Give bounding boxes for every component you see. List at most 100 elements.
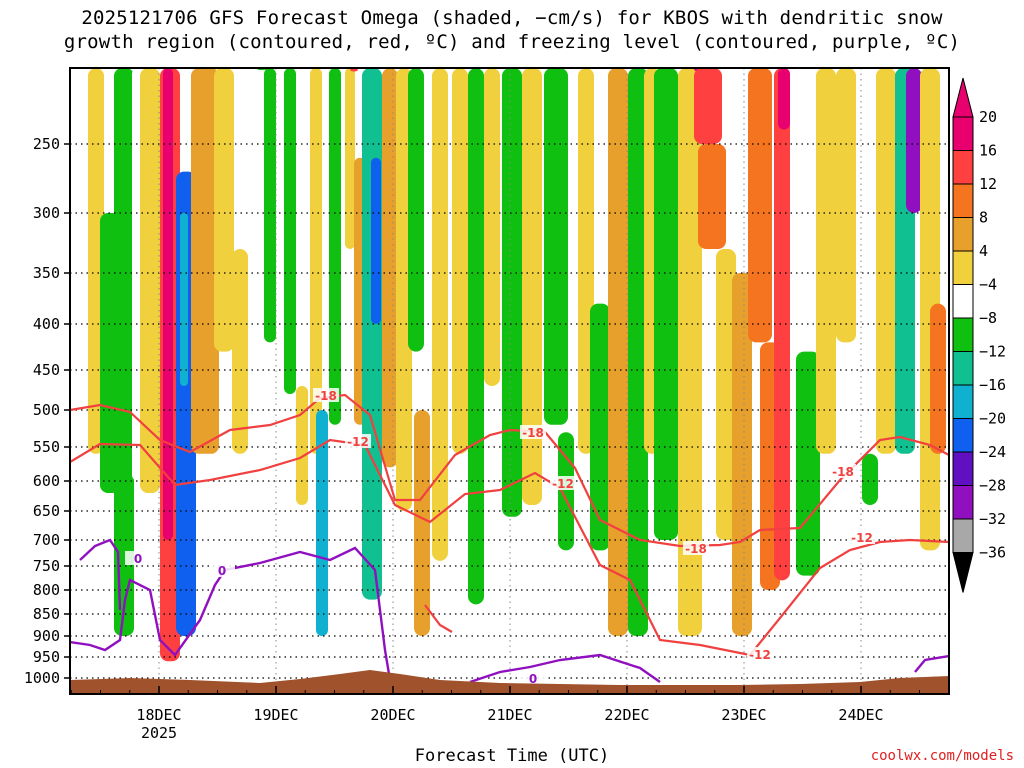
omega-band bbox=[716, 249, 736, 540]
x-tick-label: 21DEC bbox=[487, 706, 532, 724]
omega-band bbox=[371, 157, 381, 324]
contour-label-bg bbox=[849, 530, 875, 544]
omega-band bbox=[329, 68, 341, 425]
omega-band bbox=[432, 68, 448, 561]
omega-band bbox=[654, 68, 678, 540]
contours: -18 -12 -18 -12 -18 -12 -18 -12 0 0 0 bbox=[70, 388, 949, 688]
omega-band bbox=[628, 68, 648, 636]
colorbar-label: −4 bbox=[979, 276, 997, 294]
omega-band bbox=[796, 351, 820, 576]
omega-band bbox=[876, 68, 896, 454]
colorbar-segment bbox=[952, 250, 974, 285]
colorbar-segment bbox=[952, 217, 974, 252]
colorbar-segment bbox=[952, 518, 974, 553]
colorbar-label: 12 bbox=[979, 175, 997, 193]
omega-band bbox=[310, 68, 322, 454]
omega-band bbox=[502, 68, 522, 517]
y-axis: 250 300 350 400 450 500 550 600 650 700 750 800 850 9… bbox=[24, 135, 70, 687]
omega-band bbox=[232, 249, 248, 454]
omega-band bbox=[191, 68, 219, 454]
contour-label: -18 bbox=[522, 426, 544, 440]
colorbar-bottom-arrow bbox=[952, 552, 974, 593]
omega-band bbox=[608, 68, 628, 636]
y-tick-label: 750 bbox=[33, 557, 60, 575]
omega-band bbox=[836, 68, 856, 343]
omega-band bbox=[590, 303, 610, 551]
title-line-1: 2025121706 GFS Forecast Omega (shaded, −… bbox=[81, 7, 943, 29]
freezing-level-contour bbox=[914, 654, 949, 673]
omega-band bbox=[452, 68, 468, 454]
colorbar-label: −12 bbox=[979, 343, 1006, 361]
omega-band bbox=[816, 68, 836, 454]
colorbar-top-arrow bbox=[952, 77, 974, 118]
omega-band bbox=[484, 68, 500, 386]
omega-band bbox=[544, 68, 568, 425]
y-tick-label: 350 bbox=[33, 264, 60, 282]
omega-band bbox=[748, 68, 772, 343]
x-axis-label: Forecast Time (UTC) bbox=[414, 746, 610, 766]
y-tick-label: 550 bbox=[33, 438, 60, 456]
colorbar-segment bbox=[952, 284, 974, 319]
x-tick-label: 20DEC bbox=[370, 706, 415, 724]
omega-band bbox=[678, 68, 702, 636]
contour-label: -12 bbox=[347, 435, 369, 449]
contour-label-bg bbox=[520, 671, 546, 685]
colorbar-segment bbox=[952, 451, 974, 486]
omega-band bbox=[774, 68, 790, 581]
dgz-contour-minus18 bbox=[70, 393, 949, 548]
y-tick-label: 450 bbox=[33, 361, 60, 379]
y-tick-label: 650 bbox=[33, 502, 60, 520]
colorbar-segment bbox=[952, 183, 974, 218]
credit-text: coolwx.com/models bbox=[870, 748, 1014, 764]
x-tick-label: 24DEC bbox=[838, 706, 883, 724]
omega-band bbox=[906, 68, 922, 213]
y-tick-label: 500 bbox=[33, 401, 60, 419]
contour-label: -12 bbox=[851, 531, 873, 545]
colorbar-segment bbox=[952, 351, 974, 386]
y-tick-label: 300 bbox=[33, 204, 60, 222]
title-line-2: growth region (contoured, red, ºC) and f… bbox=[63, 31, 961, 53]
y-tick-label: 900 bbox=[33, 627, 60, 645]
contour-label: 0 bbox=[134, 552, 142, 566]
contour-label-bg bbox=[209, 563, 235, 577]
omega-band bbox=[345, 68, 355, 249]
terrain-fill bbox=[70, 670, 949, 694]
colorbar-segment bbox=[952, 150, 974, 185]
contour-label: 0 bbox=[529, 672, 537, 686]
contour-label-bg bbox=[550, 476, 576, 490]
freezing-level-contour bbox=[70, 546, 392, 681]
omega-band bbox=[414, 410, 430, 636]
colorbar-label: −36 bbox=[979, 544, 1006, 562]
x-tick-label: 22DEC bbox=[604, 706, 649, 724]
x-tick-label: 19DEC bbox=[253, 706, 298, 724]
dgz-contour-minus12 bbox=[70, 438, 949, 657]
contour-label-bg bbox=[313, 388, 339, 402]
contour-label: -18 bbox=[685, 542, 707, 556]
y-tick-label: 250 bbox=[33, 135, 60, 153]
y-tick-label: 850 bbox=[33, 605, 60, 623]
freezing-level-contour bbox=[469, 653, 661, 684]
colorbar-label: 4 bbox=[979, 242, 988, 260]
y-tick-label: 1000 bbox=[24, 669, 60, 687]
y-tick-label: 600 bbox=[33, 472, 60, 490]
contour-label: -18 bbox=[832, 465, 854, 479]
omega-band bbox=[180, 213, 188, 386]
colorbar-label: −8 bbox=[979, 309, 997, 327]
omega-band bbox=[296, 386, 308, 505]
omega-band bbox=[140, 68, 160, 493]
contour-label-bg bbox=[830, 464, 856, 478]
colorbar-label: −20 bbox=[979, 410, 1006, 428]
omega-band bbox=[862, 453, 878, 505]
omega-band bbox=[382, 68, 398, 468]
dgz-contour-fragment bbox=[424, 604, 453, 633]
contour-label: -18 bbox=[315, 389, 337, 403]
freezing-level-contour bbox=[79, 538, 122, 611]
omega-band bbox=[163, 68, 173, 540]
colorbar-label: 20 bbox=[979, 108, 997, 126]
chart-title: 2025121706 GFS Forecast Omega (shaded, −… bbox=[0, 6, 1024, 54]
colorbar-segment bbox=[952, 485, 974, 520]
colorbar-label: −24 bbox=[979, 443, 1006, 461]
omega-band bbox=[698, 144, 726, 249]
omega-band bbox=[264, 68, 276, 343]
colorbar-segment bbox=[952, 384, 974, 419]
